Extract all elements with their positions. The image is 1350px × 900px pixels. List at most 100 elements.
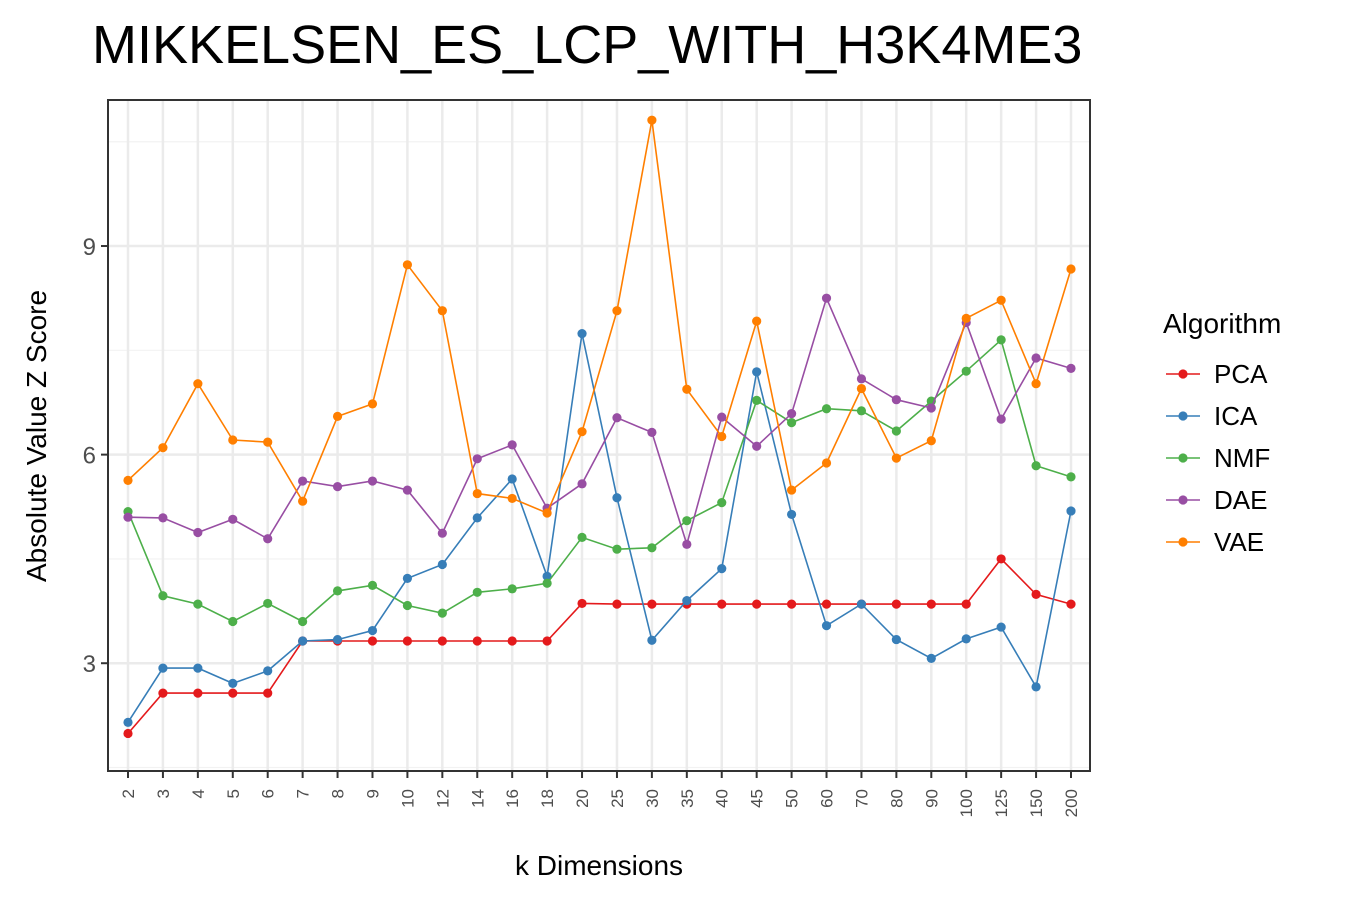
legend-item-dae: DAE [1166, 485, 1267, 515]
vae-point [891, 453, 901, 463]
nmf-point [717, 498, 727, 508]
x-tick-label: 150 [1027, 789, 1046, 817]
ica-point [1031, 682, 1041, 692]
dae-point [612, 413, 622, 423]
ica-point [926, 653, 936, 663]
series-lines [123, 115, 1076, 739]
ica-point [682, 596, 692, 606]
nmf-point [402, 600, 413, 611]
nmf-point [961, 366, 971, 376]
x-tick-label: 4 [189, 789, 208, 798]
dae-point [1066, 363, 1076, 373]
dae-point [298, 476, 308, 486]
vae-point [612, 306, 622, 316]
nmf-point [228, 616, 238, 627]
vae-point [437, 306, 447, 316]
series-ica [123, 329, 1076, 727]
vae-line [127, 120, 1072, 515]
dae-line [127, 295, 1072, 548]
ica-point [402, 573, 413, 583]
nmf-point [1031, 461, 1041, 471]
x-tick-label: 9 [363, 789, 382, 798]
pca-point [472, 636, 482, 646]
pca-point [786, 599, 797, 609]
pca-point [647, 599, 657, 609]
x-tick-label: 5 [224, 789, 243, 798]
vae-point [367, 399, 378, 409]
dae-point [752, 441, 762, 451]
vae-point [821, 458, 832, 468]
ica-point [507, 474, 517, 484]
ica-point [298, 636, 308, 646]
x-tick-label: 35 [678, 789, 697, 808]
x-tick-label: 45 [748, 789, 767, 808]
nmf-point [472, 587, 482, 597]
vae-point [682, 384, 692, 394]
dae-point [926, 403, 936, 413]
x-tick-label: 14 [468, 789, 487, 808]
x-tick-label: 7 [294, 789, 313, 798]
vae-point [402, 260, 413, 270]
y-tick-label: 9 [83, 234, 96, 261]
vae-point [996, 295, 1006, 305]
nmf-point [577, 532, 587, 542]
ica-point [717, 564, 727, 574]
ica-point [542, 571, 552, 581]
nmf-point [298, 616, 308, 627]
dae-point [821, 293, 832, 303]
ica-point [612, 493, 622, 503]
nmf-point [1066, 472, 1076, 482]
pca-point [891, 599, 901, 609]
legend-item-vae: VAE [1166, 527, 1264, 557]
ica-point [123, 717, 133, 727]
dae-point [996, 414, 1006, 424]
vae-point [717, 431, 727, 442]
ica-point [367, 625, 378, 636]
x-tick-label: 8 [329, 789, 348, 798]
legend-label: NMF [1214, 443, 1270, 473]
nmf-point [367, 580, 378, 590]
pca-point [437, 636, 447, 646]
pca-point [577, 598, 587, 609]
x-tick-label: 3 [154, 789, 173, 798]
x-tick-label: 16 [503, 789, 522, 808]
nmf-point [158, 591, 168, 601]
y-tick-label: 3 [83, 651, 96, 678]
legend: Algorithm PCA ICA NMF DAE VAE [1163, 308, 1281, 557]
y-tick-label: 6 [83, 443, 96, 470]
ica-point [263, 666, 273, 676]
pca-point [228, 688, 238, 698]
ica-point [961, 634, 971, 644]
x-tick-label: 50 [783, 789, 802, 808]
y-axis-title: Absolute Value Z Score [21, 290, 52, 582]
nmf-line [127, 338, 1072, 623]
x-tick-label: 70 [852, 789, 871, 808]
pca-point [193, 688, 203, 698]
pca-point [123, 728, 133, 739]
x-tick-label: 2 [119, 789, 138, 798]
nmf-point [891, 426, 901, 436]
nmf-point [193, 599, 203, 609]
x-tick-label: 18 [538, 789, 557, 808]
pca-point [717, 599, 727, 609]
nmf-point [996, 335, 1006, 345]
ica-line [127, 333, 1072, 723]
x-tick-label: 30 [643, 789, 662, 808]
ica-point [193, 663, 203, 673]
vae-point [542, 508, 552, 518]
series-dae [123, 293, 1076, 549]
dae-point [332, 482, 343, 492]
vae-point [647, 115, 657, 125]
dae-point [856, 374, 867, 384]
dae-point [786, 408, 797, 419]
ica-point [158, 663, 168, 673]
ica-point [332, 634, 343, 645]
ica-point [891, 634, 901, 645]
vae-point [926, 436, 936, 446]
ica-point [821, 621, 832, 631]
x-tick-label: 10 [398, 789, 417, 808]
legend-label: ICA [1214, 401, 1258, 431]
dae-point [402, 485, 413, 495]
grid [108, 100, 1090, 771]
